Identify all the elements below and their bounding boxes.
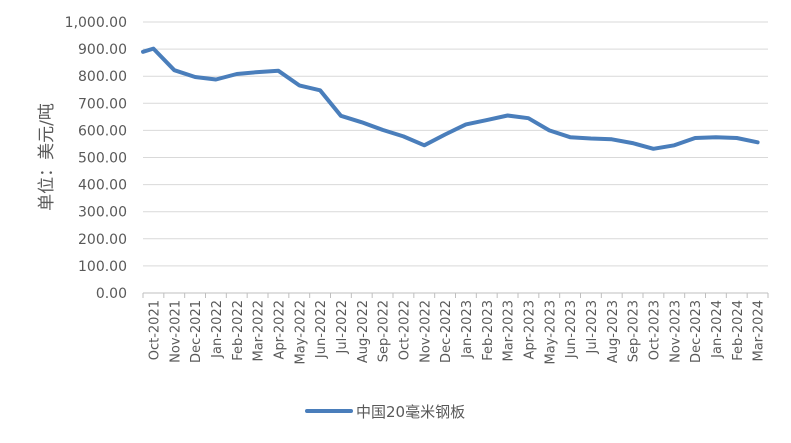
y-tick-label: 800.00 [78,69,127,85]
x-tick-label: Jan-2022 [210,300,225,359]
data-point [298,84,300,86]
data-point [736,137,738,139]
data-point [611,138,613,140]
x-tick-label: Dec-2022 [439,300,454,363]
data-point [319,89,321,91]
x-tick-label: Aug-2023 [606,300,621,363]
data-point [715,136,717,138]
gridlines [143,21,768,294]
data-point [361,121,363,123]
x-axis-ticks: Oct-2021 Nov-2021 Dec-2021 Jan-2022 Feb-2022… [142,293,769,364]
data-point [694,137,696,139]
x-tick-label: Dec-2021 [189,300,204,363]
x-tick-label: May-2023 [543,300,558,364]
x-tick-label: Jan-2024 [710,300,725,359]
legend: 中国20毫米钢板 [305,403,465,421]
data-point [382,129,384,131]
data-point [527,117,529,119]
y-tick-label: 500.00 [78,151,127,167]
data-point [277,70,279,72]
x-tick-label: Sep-2023 [627,300,642,362]
x-tick-label: Jan-2023 [460,300,475,359]
y-tick-label: 900.00 [78,42,127,58]
x-tick-label: May-2022 [293,300,308,364]
data-point [236,73,238,75]
data-point [402,135,404,137]
series-line [141,46,760,151]
y-tick-label: 100.00 [78,259,127,275]
x-tick-label: Oct-2022 [397,300,412,360]
y-tick-label: 200.00 [78,232,127,248]
data-point [423,144,425,146]
x-tick-label: Apr-2022 [272,300,287,359]
x-tick-label: Jul-2022 [335,300,350,354]
series-layer [141,46,760,151]
y-tick-label: 600.00 [78,123,127,139]
x-tick-label: Dec-2023 [689,300,704,363]
legend-label: 中国20毫米钢板 [356,403,465,421]
y-tick-label: 400.00 [78,178,127,194]
data-point [632,142,634,144]
data-point [340,115,342,117]
y-axis-label: 单位：美元/吨 [37,103,57,211]
x-tick-label: Jun-2022 [314,300,329,359]
x-tick-label: Feb-2022 [231,300,246,361]
x-tick-label: Aug-2022 [356,300,371,363]
x-tick-label: Nov-2022 [418,300,433,363]
x-tick-label: Mar-2023 [502,300,517,361]
x-tick-label: Jul-2023 [585,300,600,354]
data-point [257,71,259,73]
x-tick-label: Mar-2024 [752,300,767,361]
x-tick-label: Apr-2023 [522,300,537,359]
x-tick-label: Feb-2024 [731,300,746,361]
y-tick-label: 700.00 [78,96,127,112]
data-point [444,133,446,135]
x-tick-label: Nov-2021 [168,300,183,363]
x-tick-label: Oct-2023 [647,300,662,360]
y-tick-label: 300.00 [78,205,127,221]
x-tick-label: Sep-2022 [377,300,392,362]
data-point [465,123,467,125]
x-tick-label: Feb-2023 [481,300,496,361]
x-tick-label: Oct-2021 [147,300,162,360]
x-tick-label: Nov-2023 [668,300,683,363]
data-point [194,76,196,78]
data-point [548,129,550,131]
y-tick-label: 1,000.00 [65,15,127,31]
x-tick-label: Mar-2022 [252,300,267,361]
data-point [215,78,217,80]
data-point [173,69,175,71]
y-tick-label: 0.00 [96,286,127,302]
data-point [486,119,488,121]
data-point [673,144,675,146]
x-tick-label: Jun-2023 [564,300,579,359]
data-point [152,48,154,50]
data-point [507,114,509,116]
data-point [757,141,759,143]
data-point [590,138,592,140]
data-point [652,148,654,150]
y-axis-ticks: 0.00 100.00 200.00 300.00 400.00 500.00 600.00… [65,15,127,302]
data-point [569,136,571,138]
